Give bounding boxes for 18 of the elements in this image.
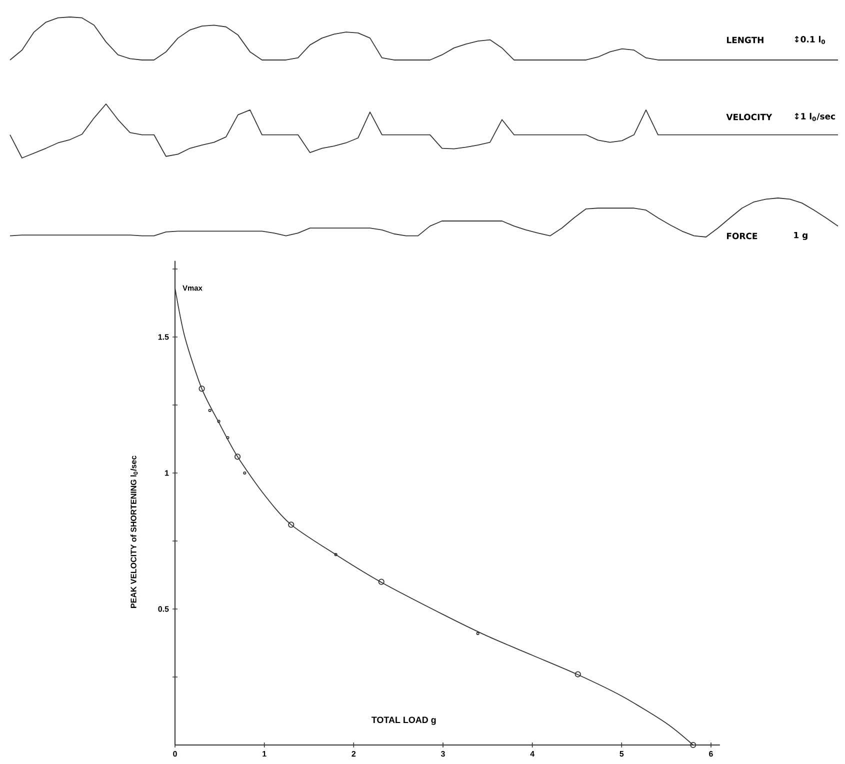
annotation: 1 g [794, 232, 808, 240]
point [476, 632, 480, 636]
point [334, 553, 338, 556]
annotation: ↕0.1 l$_{0}$ [794, 36, 825, 44]
point [208, 408, 212, 412]
point [288, 522, 294, 528]
point [226, 436, 230, 440]
point [243, 471, 246, 475]
point [198, 386, 205, 392]
point [574, 671, 581, 678]
annotation: VELOCITY [726, 114, 772, 120]
annotation: LENGTH [726, 36, 764, 44]
annotation: FORCE [726, 232, 758, 240]
point [234, 454, 241, 460]
x-axis-title: TOTAL LOAD g [372, 716, 436, 725]
point [378, 578, 384, 585]
point [217, 420, 220, 423]
annotation: ↕1 l$_{0}$/sec [794, 112, 835, 122]
